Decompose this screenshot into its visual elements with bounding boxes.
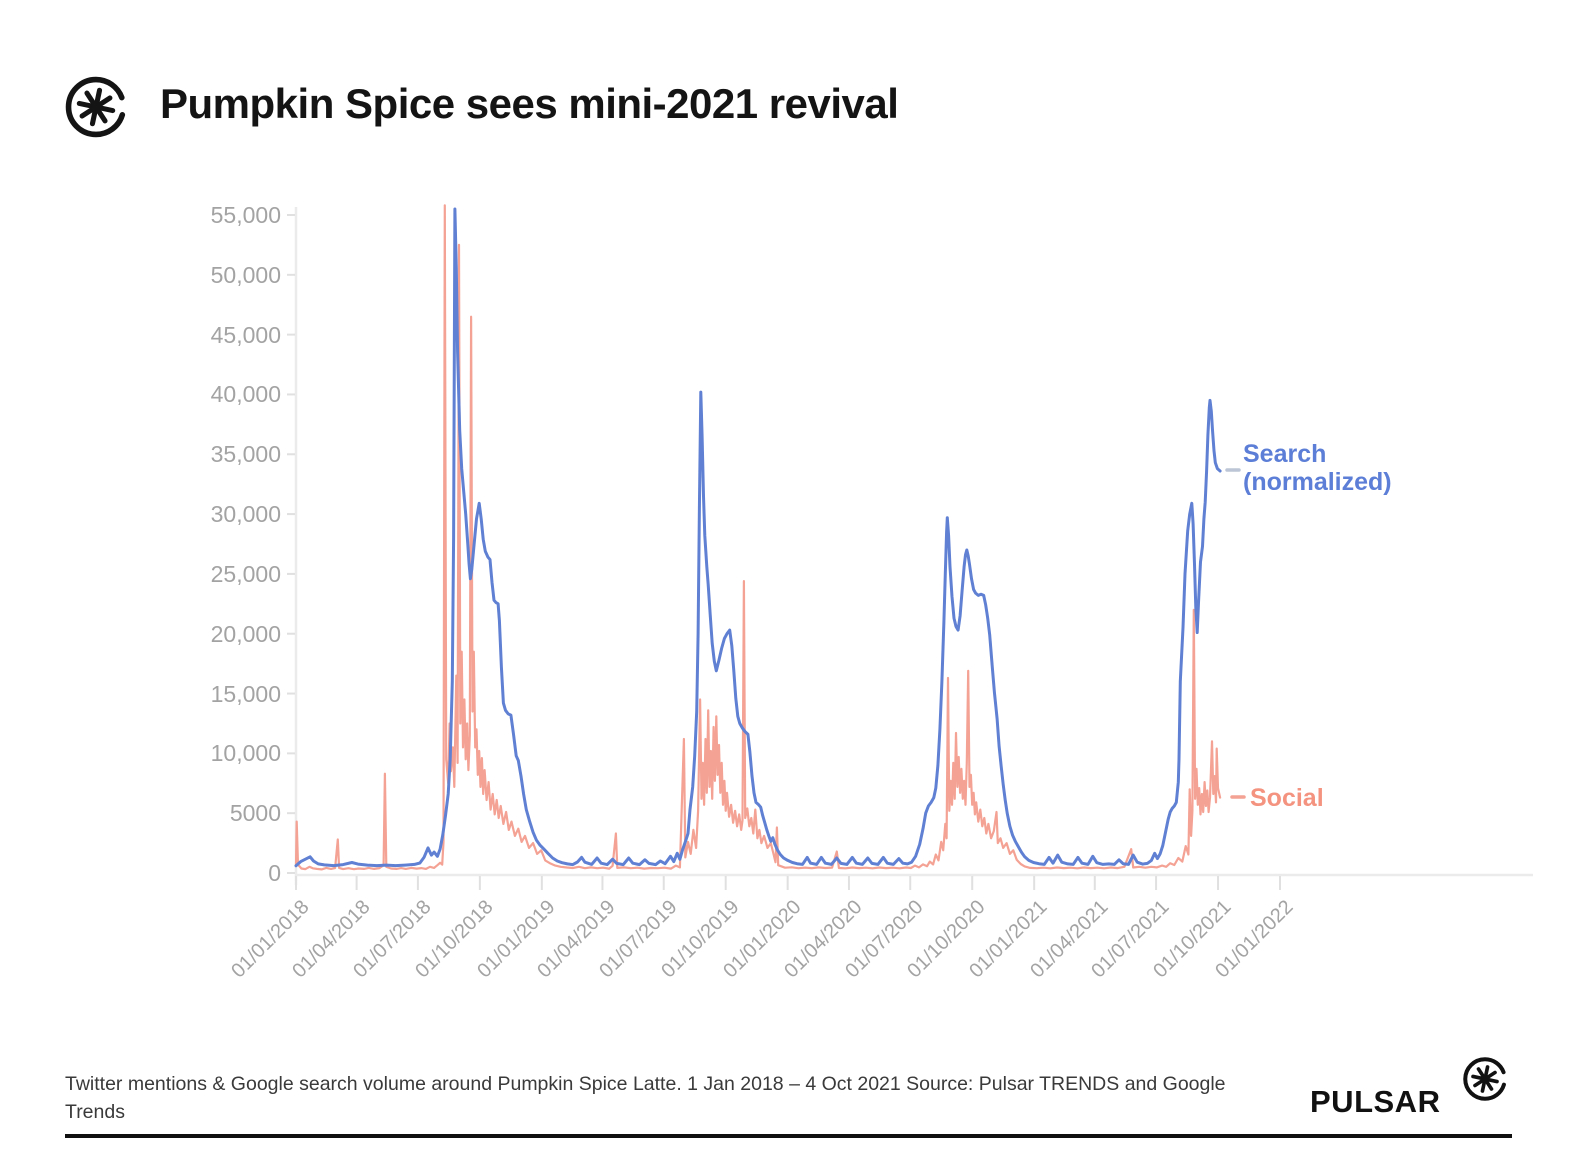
legend-label-search: Search (normalized) xyxy=(1243,440,1392,496)
page-title: Pumpkin Spice sees mini-2021 revival xyxy=(160,80,899,127)
series-line-social[interactable] xyxy=(294,204,1222,871)
y-tick-label: 30,000 xyxy=(210,501,281,528)
y-tick-label: 25,000 xyxy=(210,560,281,587)
legend-label-social: Social xyxy=(1250,784,1324,812)
pulsar-brand-logo: PULSAR xyxy=(1310,1056,1520,1126)
y-tick-label: 10,000 xyxy=(210,740,281,767)
pulsar-wordmark: PULSAR xyxy=(1310,1084,1441,1119)
y-tick-label: 5000 xyxy=(229,800,281,827)
y-tick-label: 0 xyxy=(268,860,281,886)
pulsar-asterisk-icon xyxy=(1463,1057,1507,1101)
y-tick-label: 20,000 xyxy=(210,620,281,647)
y-tick-label: 15,000 xyxy=(210,680,281,707)
legend-search-line1: Search xyxy=(1243,440,1327,468)
y-tick-label: 35,000 xyxy=(210,441,281,468)
y-tick-label: 50,000 xyxy=(210,261,281,288)
y-tick-label: 55,000 xyxy=(210,202,281,228)
footer-divider xyxy=(65,1134,1512,1138)
pulsar-asterisk-icon xyxy=(65,76,127,138)
series-line-search[interactable] xyxy=(294,207,1222,868)
legend-search-line2: (normalized) xyxy=(1243,468,1392,496)
y-tick-label: 40,000 xyxy=(210,381,281,408)
chart-caption: Twitter mentions & Google search volume … xyxy=(65,1073,1226,1123)
y-tick-label: 45,000 xyxy=(210,321,281,348)
